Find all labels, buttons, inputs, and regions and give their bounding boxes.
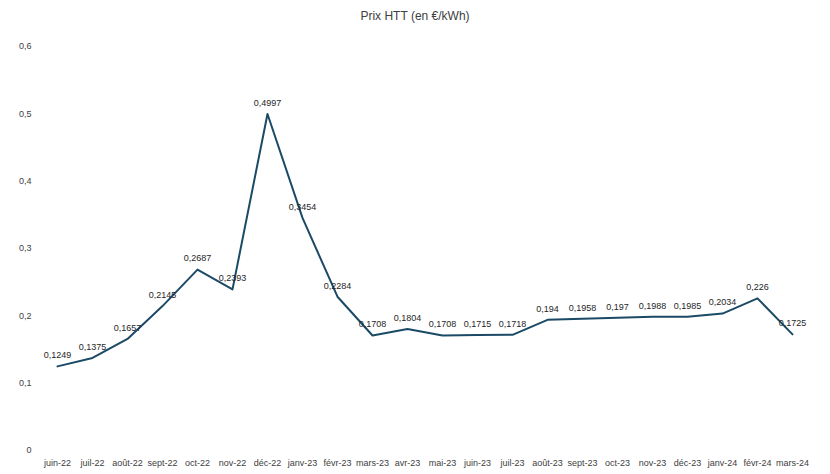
svg-text:0,2145: 0,2145 bbox=[149, 290, 177, 300]
svg-text:0,2687: 0,2687 bbox=[184, 253, 212, 263]
svg-text:déc-22: déc-22 bbox=[254, 458, 282, 468]
svg-text:déc-23: déc-23 bbox=[674, 458, 702, 468]
svg-text:0,1725: 0,1725 bbox=[779, 318, 807, 328]
svg-text:nov-22: nov-22 bbox=[219, 458, 247, 468]
svg-text:août-22: août-22 bbox=[112, 458, 143, 468]
svg-text:0,197: 0,197 bbox=[606, 302, 629, 312]
svg-text:0,1657: 0,1657 bbox=[114, 323, 142, 333]
svg-text:0,1708: 0,1708 bbox=[359, 319, 387, 329]
svg-text:avr-23: avr-23 bbox=[395, 458, 421, 468]
svg-text:0,2: 0,2 bbox=[19, 311, 32, 321]
svg-text:0,2284: 0,2284 bbox=[324, 281, 352, 291]
svg-text:juil-22: juil-22 bbox=[79, 458, 104, 468]
svg-text:0,3454: 0,3454 bbox=[289, 202, 317, 212]
svg-text:0: 0 bbox=[26, 445, 31, 455]
svg-text:0,1715: 0,1715 bbox=[464, 319, 492, 329]
svg-text:0,1985: 0,1985 bbox=[674, 301, 702, 311]
svg-text:0,1718: 0,1718 bbox=[499, 319, 527, 329]
svg-text:0,1249: 0,1249 bbox=[44, 350, 72, 360]
svg-text:0,3: 0,3 bbox=[19, 243, 32, 253]
svg-text:0,1804: 0,1804 bbox=[394, 313, 422, 323]
svg-text:oct-22: oct-22 bbox=[185, 458, 210, 468]
svg-text:0,4997: 0,4997 bbox=[254, 98, 282, 108]
svg-text:mars-24: mars-24 bbox=[776, 458, 809, 468]
svg-text:0,194: 0,194 bbox=[536, 304, 559, 314]
svg-text:juin-23: juin-23 bbox=[463, 458, 491, 468]
svg-text:mai-23: mai-23 bbox=[429, 458, 457, 468]
svg-text:0,1708: 0,1708 bbox=[429, 319, 457, 329]
svg-text:0,1988: 0,1988 bbox=[639, 301, 667, 311]
svg-text:oct-23: oct-23 bbox=[605, 458, 630, 468]
svg-text:0,1: 0,1 bbox=[19, 378, 32, 388]
svg-text:févr-24: févr-24 bbox=[743, 458, 771, 468]
svg-text:juin-22: juin-22 bbox=[43, 458, 71, 468]
svg-text:sept-22: sept-22 bbox=[147, 458, 177, 468]
svg-text:août-23: août-23 bbox=[532, 458, 563, 468]
svg-text:0,1375: 0,1375 bbox=[79, 342, 107, 352]
svg-text:0,6: 0,6 bbox=[19, 41, 32, 51]
svg-text:0,4: 0,4 bbox=[19, 176, 32, 186]
svg-text:janv-24: janv-24 bbox=[707, 458, 738, 468]
svg-text:0,226: 0,226 bbox=[746, 282, 769, 292]
svg-text:0,2393: 0,2393 bbox=[219, 273, 247, 283]
html-text:Prix HTT (en €/kWh): Prix HTT (en €/kWh) bbox=[360, 9, 470, 23]
svg-text:0,5: 0,5 bbox=[19, 109, 32, 119]
svg-text:nov-23: nov-23 bbox=[639, 458, 667, 468]
svg-text:0,2034: 0,2034 bbox=[709, 297, 737, 307]
svg-text:sept-23: sept-23 bbox=[567, 458, 597, 468]
svg-text:janv-23: janv-23 bbox=[287, 458, 318, 468]
svg-text:juil-23: juil-23 bbox=[499, 458, 524, 468]
svg-text:mars-23: mars-23 bbox=[356, 458, 389, 468]
svg-text:févr-23: févr-23 bbox=[323, 458, 351, 468]
svg-text:0,1958: 0,1958 bbox=[569, 303, 597, 313]
